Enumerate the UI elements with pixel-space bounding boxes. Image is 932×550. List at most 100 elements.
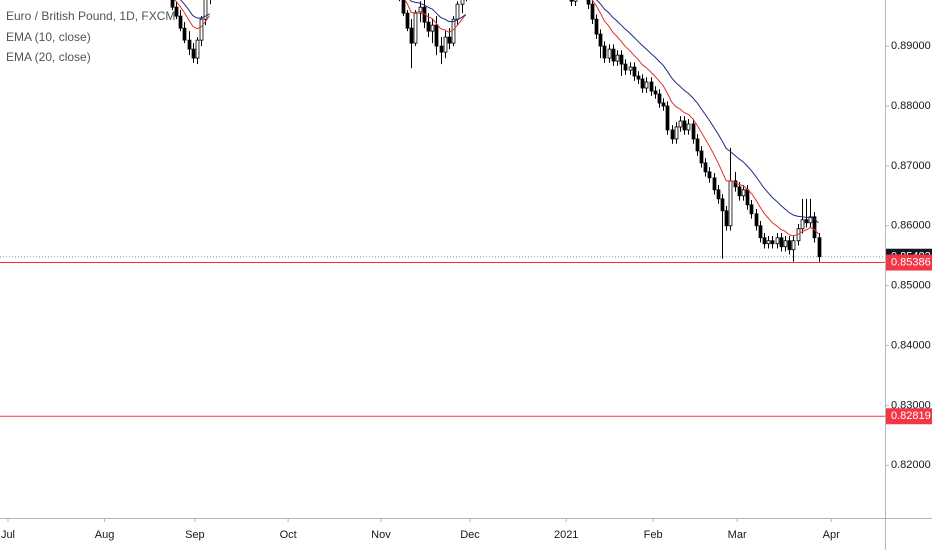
- candle-body: [182, 27, 187, 41]
- candle-body: [170, 0, 175, 8]
- candle-body: [661, 102, 666, 107]
- candle-body: [665, 105, 670, 131]
- candle-body: [724, 210, 729, 227]
- price-label-bg: [886, 254, 932, 271]
- ema-line: [180, 0, 819, 224]
- candle-body: [573, 0, 578, 2]
- candle-body: [737, 186, 742, 197]
- candle-body: [607, 48, 612, 59]
- candle-body: [758, 225, 763, 239]
- candle-body: [670, 129, 675, 140]
- candle-body: [644, 81, 649, 89]
- y-tick-label: 0.88000: [891, 100, 931, 112]
- x-tick-label: 2021: [554, 529, 578, 541]
- candle-body: [707, 171, 712, 179]
- candle-body: [783, 240, 788, 248]
- x-tick-label: Nov: [371, 529, 391, 541]
- legend-entry: EMA (10, close): [6, 30, 91, 44]
- x-tick-label: Dec: [460, 529, 480, 541]
- candle-body: [628, 66, 633, 71]
- x-tick-label: Feb: [644, 529, 663, 541]
- candle-body: [640, 78, 645, 89]
- x-tick-label: Apr: [823, 529, 840, 541]
- x-tick-label: Sep: [185, 529, 205, 541]
- candle-body: [817, 237, 822, 258]
- candle-body: [649, 81, 654, 92]
- candle-body: [451, 18, 456, 44]
- candle-body: [686, 123, 691, 131]
- candle-body: [716, 189, 721, 200]
- candle-body: [401, 0, 406, 14]
- candle-body: [787, 240, 792, 251]
- candle-body: [409, 27, 414, 44]
- candle-body: [447, 36, 452, 44]
- candle-body: [443, 36, 448, 53]
- candle-body: [699, 150, 704, 164]
- candle-body: [430, 24, 435, 32]
- candle-body: [413, 12, 418, 44]
- candle-body: [195, 39, 200, 59]
- candle-body: [586, 0, 591, 5]
- candle-body: [779, 237, 784, 248]
- candle-body: [623, 63, 628, 71]
- x-tick-label: Aug: [95, 529, 115, 541]
- y-tick-label: 0.89000: [891, 40, 931, 52]
- y-tick-label: 0.82000: [891, 459, 931, 471]
- candle-body: [712, 177, 717, 191]
- y-tick-label: 0.86000: [891, 220, 931, 232]
- candle-body: [594, 18, 599, 35]
- candle-body: [460, 0, 465, 5]
- candle-body: [770, 240, 775, 245]
- candle-body: [762, 237, 767, 245]
- candle-body: [749, 204, 754, 215]
- plot-area: [0, 0, 885, 417]
- candle-body: [728, 180, 733, 227]
- candle-body: [439, 45, 444, 53]
- candle-body: [199, 18, 204, 41]
- price-label: 0.82819: [891, 410, 931, 422]
- ema-line: [173, 0, 819, 237]
- candle-body: [191, 48, 196, 59]
- y-tick-label: 0.85000: [891, 280, 931, 292]
- candle-body: [611, 48, 616, 62]
- x-tick-label: Mar: [728, 529, 747, 541]
- candle-body: [720, 198, 725, 212]
- candle-body: [455, 3, 460, 20]
- candle-body: [682, 120, 687, 131]
- candle-body: [178, 15, 183, 29]
- candle-body: [619, 54, 624, 65]
- candle-body: [569, 0, 574, 2]
- candle-body: [602, 45, 607, 59]
- candle-body: [754, 213, 759, 227]
- candle-body: [187, 39, 192, 50]
- candle-body: [426, 21, 431, 32]
- candle-body: [174, 6, 179, 17]
- candle-body: [657, 93, 662, 104]
- legend-entry: EMA (20, close): [6, 50, 91, 64]
- candle-body: [636, 75, 641, 80]
- candle-body: [741, 189, 746, 197]
- candle-body: [775, 237, 780, 245]
- candle-body: [695, 138, 700, 152]
- price-label-bg: [886, 408, 932, 425]
- candle-body: [598, 33, 603, 47]
- candle-body: [632, 66, 637, 77]
- candle-body: [804, 219, 809, 224]
- candle-body: [691, 123, 696, 140]
- y-tick-label: 0.87000: [891, 160, 931, 172]
- legend: Euro / British Pound, 1D, FXCM EMA (10, …: [6, 9, 175, 64]
- x-tick-label: Oct: [280, 529, 297, 541]
- candle-body: [678, 120, 683, 128]
- candle-body: [674, 126, 679, 140]
- candle-body: [812, 216, 817, 239]
- candle-body: [766, 240, 771, 245]
- candle-body: [745, 189, 750, 206]
- candle-body: [203, 0, 208, 20]
- price-label: 0.85386: [891, 256, 931, 268]
- candle-body: [434, 24, 439, 47]
- chart-title: Euro / British Pound, 1D, FXCM: [6, 9, 175, 23]
- candle-body: [590, 3, 595, 20]
